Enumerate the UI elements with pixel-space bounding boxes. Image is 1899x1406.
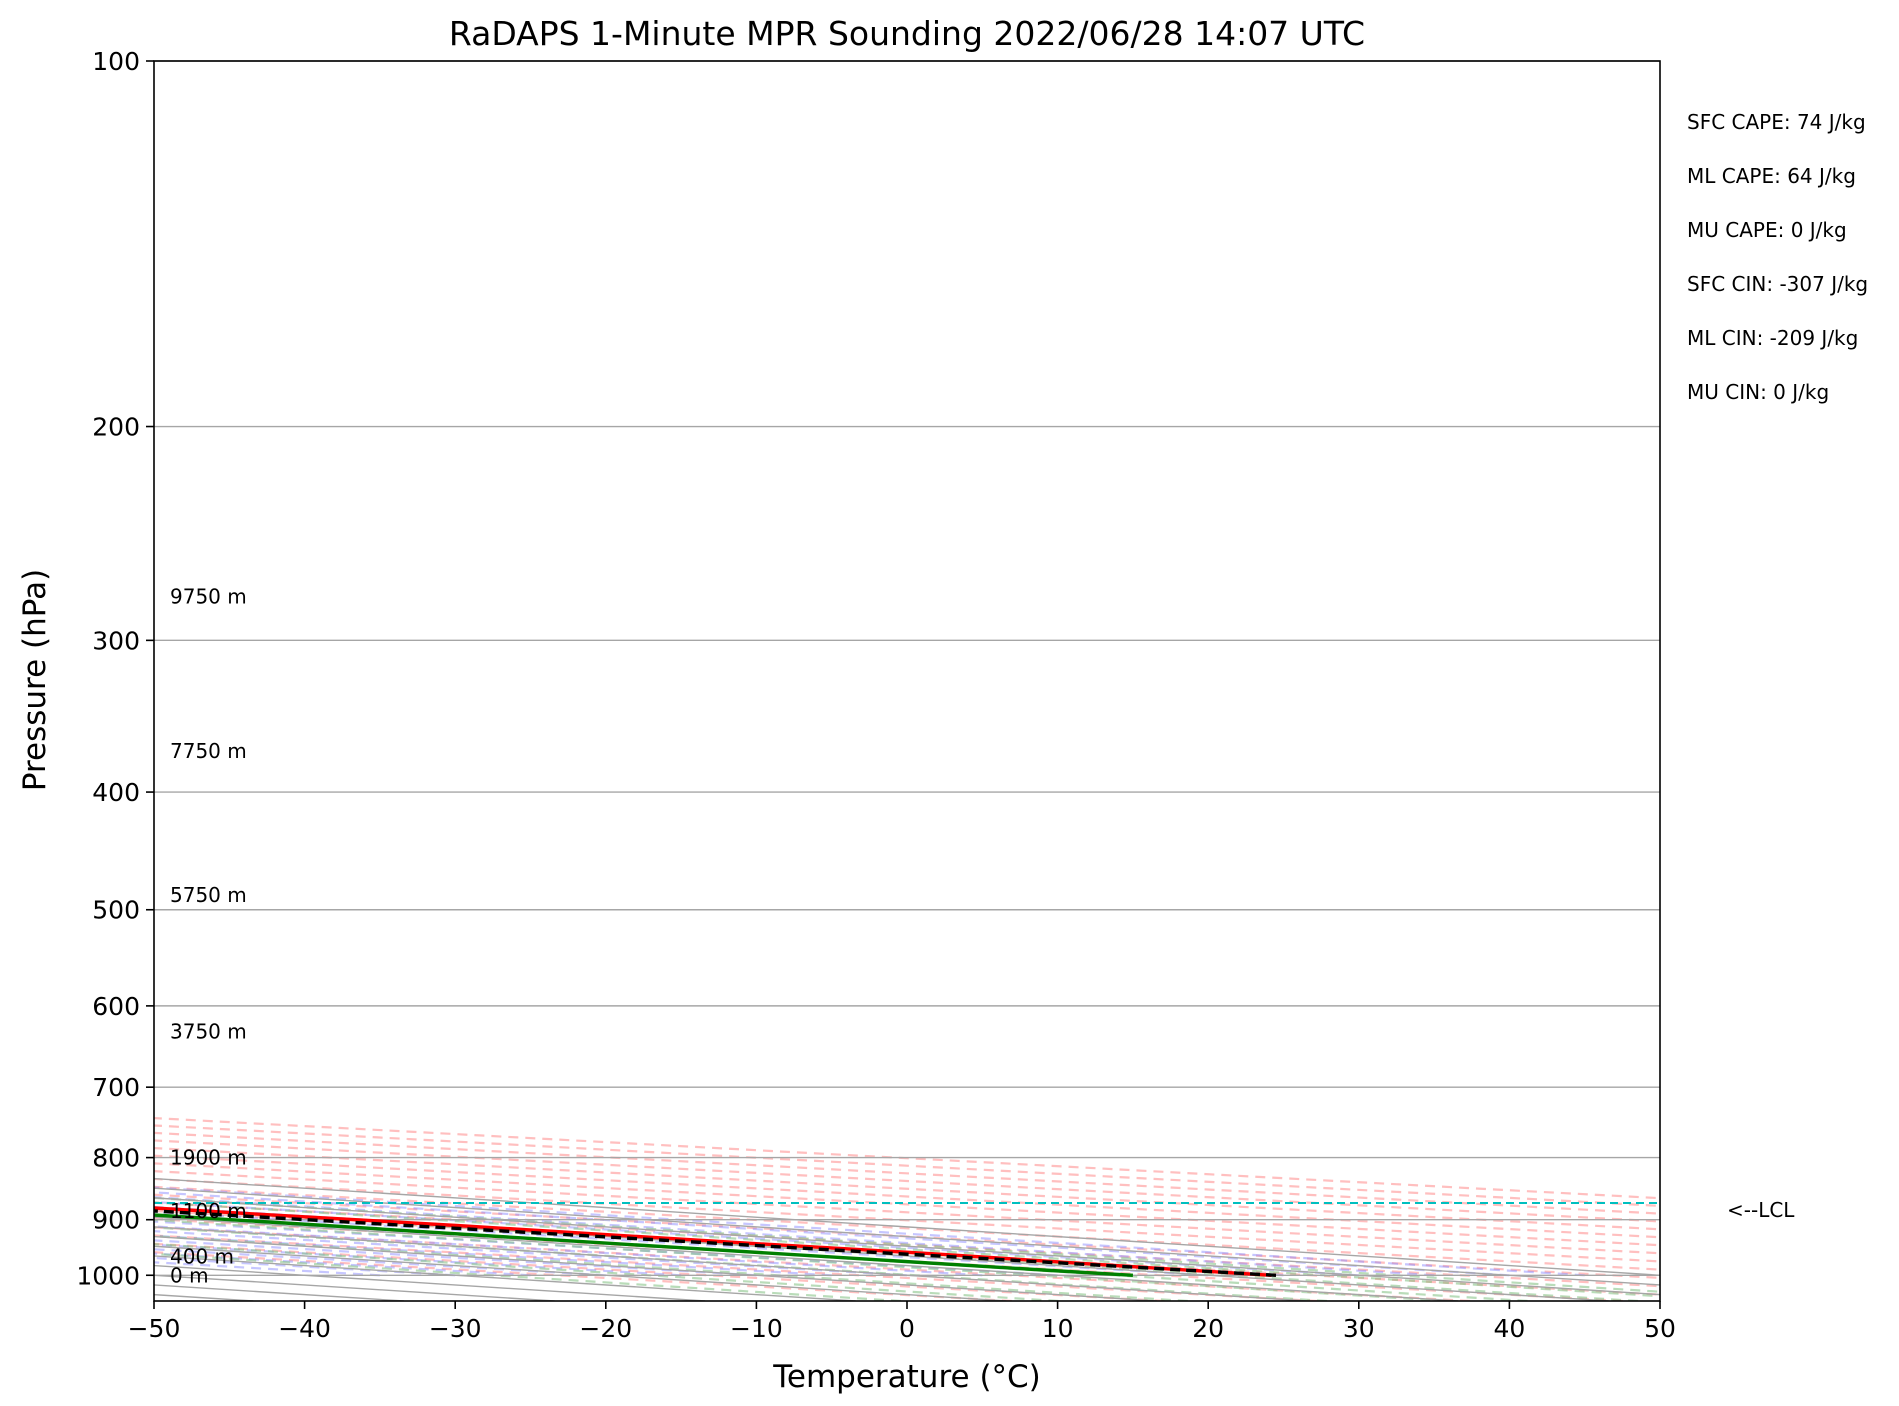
x-tick-label: 20 [1192,1314,1224,1343]
x-tick-label: 0 [899,1314,915,1343]
stat-annotation: MU CAPE: 0 J/kg [1687,218,1847,242]
x-tick-label: −30 [429,1314,482,1343]
height-labels: 9750 m 7750 m 5750 m 3750 m 1900 m 1100 m 400 … [170,584,247,1287]
series-layer [154,1206,1277,1277]
x-tick-label: 10 [1042,1314,1074,1343]
stat-annotation: ML CIN: -209 J/kg [1687,326,1858,350]
dry-adiabat [154,1139,1660,1223]
y-tick-label: 800 [92,1144,140,1173]
mixing-ratio-line [154,1196,1660,1293]
y-tick-label: 900 [92,1206,140,1235]
x-tick-label: −50 [128,1314,181,1343]
y-tick-label: 400 [92,778,140,807]
height-label: 1100 m [170,1199,247,1223]
y-tick-label: 200 [92,413,140,442]
stat-annotation: SFC CIN: -307 J/kg [1687,272,1868,296]
height-label: 3750 m [170,1020,247,1044]
x-axis-label: Temperature (°C) [772,1359,1041,1395]
height-label: 0 m [170,1263,209,1287]
y-tick-label: 700 [92,1073,140,1102]
cape-cin-annotations: SFC CAPE: 74 J/kg ML CAPE: 64 J/kg MU CAPE… [1687,110,1868,404]
dry-adiabat [154,1154,1660,1239]
chart-title: RaDAPS 1-Minute MPR Sounding 2022/06/28 … [449,14,1365,53]
x-tick-label: 50 [1644,1314,1676,1343]
x-axis-ticks: −50 −40 −30 −20 −10 0 10 20 30 40 50 [128,1301,1676,1343]
height-label: 7750 m [170,739,247,763]
height-label: 9750 m [170,584,247,608]
y-tick-label: 600 [92,992,140,1021]
y-tick-label: 100 [92,47,140,76]
lcl-label: <--LCL [1727,1198,1795,1222]
stat-annotation: SFC CAPE: 74 J/kg [1687,110,1866,134]
stat-annotation: MU CIN: 0 J/kg [1687,380,1829,404]
y-tick-label: 300 [92,626,140,655]
x-tick-label: −20 [579,1314,632,1343]
x-tick-label: 30 [1343,1314,1375,1343]
y-tick-label: 500 [92,896,140,925]
mixing-ratio-line [154,1252,901,1301]
height-label: 1900 m [170,1146,247,1170]
y-axis-label: Pressure (hPa) [17,569,53,791]
temperature-line [154,1206,1272,1277]
x-tick-label: −40 [278,1314,331,1343]
stat-annotation: ML CAPE: 64 J/kg [1687,164,1856,188]
dry-adiabat [154,1209,1660,1296]
x-tick-label: −10 [730,1314,783,1343]
dry-adiabat [154,1170,1660,1255]
y-tick-label: 1000 [76,1261,140,1290]
dry-adiabat [154,1177,1660,1263]
pressure-gridlines [154,60,1660,1276]
x-tick-label: 40 [1493,1314,1525,1343]
height-label: 400 m [170,1244,234,1268]
y-axis-ticks: 100 200 300 400 500 600 700 800 900 1000 [76,47,154,1290]
dry-adiabat [154,1193,1660,1279]
background-lines [154,1116,1660,1301]
height-label: 5750 m [170,883,247,907]
moist-adiabat [154,1186,1585,1277]
